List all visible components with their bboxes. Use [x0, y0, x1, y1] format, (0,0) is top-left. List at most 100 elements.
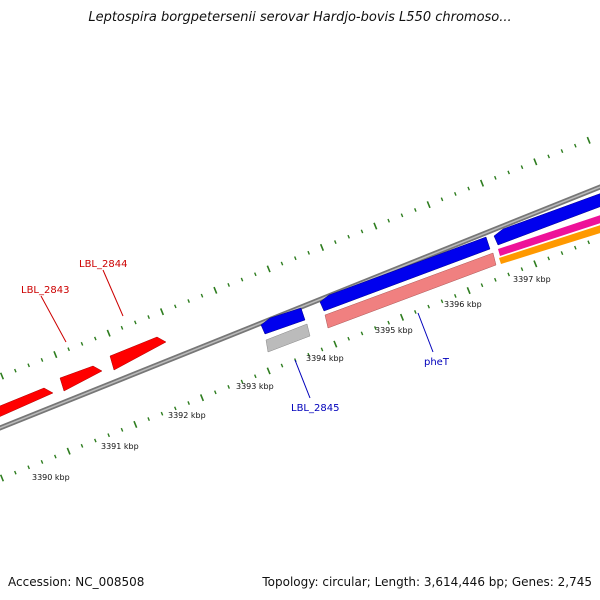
inner-tick-20	[266, 367, 271, 375]
outer-tick-3	[40, 358, 44, 362]
inner-tick-43	[574, 245, 577, 250]
inner-tick-24	[320, 347, 324, 352]
inner-tick-8	[107, 433, 110, 438]
outer-tick-10	[134, 320, 137, 325]
tick-label-3390: 3390 kbp	[32, 473, 70, 482]
outer-tick-33	[440, 197, 444, 202]
inner-tick-38	[507, 272, 510, 277]
inner-tick-16	[214, 390, 217, 395]
inner-tick-23	[307, 352, 310, 357]
inner-tick-32	[427, 304, 430, 309]
inner-tick-41	[547, 256, 550, 261]
outer-tick-42	[560, 149, 564, 153]
topology-summary: Topology: circular; Length: 3,614,446 bp…	[262, 575, 592, 589]
gene-label-group: LBL_2844 LBL_2843 LBL_2845 pheT	[21, 259, 450, 414]
inner-tick-4	[54, 454, 57, 459]
gene-blue-right[interactable]	[493, 190, 600, 246]
inner-tick-0	[0, 474, 5, 482]
outer-tick-17	[227, 283, 230, 287]
inner-tick-31	[414, 310, 417, 314]
inner-tick-18	[240, 379, 244, 384]
outer-tick-20	[266, 265, 271, 273]
inner-tick-12	[160, 411, 164, 416]
feature-orange[interactable]	[499, 222, 600, 264]
inner-tick-25	[333, 340, 338, 348]
inner-tick-9	[120, 427, 124, 432]
inner-tick-11	[147, 417, 150, 422]
outer-tick-13	[174, 304, 177, 309]
outer-tick-19	[254, 272, 257, 277]
outer-tick-26	[347, 234, 350, 239]
outer-tick-21	[280, 261, 284, 266]
inner-tick-33	[440, 299, 444, 304]
gene-lbl-2845-blue[interactable]	[260, 307, 306, 335]
inner-tick-34	[454, 293, 457, 298]
outer-tick-41	[547, 154, 550, 159]
outer-tick-18	[240, 277, 244, 282]
outer-tick-15	[200, 293, 204, 298]
inner-tick-6	[80, 443, 84, 448]
gene-phet[interactable]	[324, 252, 497, 329]
gene-phes[interactable]	[319, 236, 491, 312]
tick-label-3396: 3396 kbp	[444, 300, 482, 309]
outer-tick-25	[334, 240, 337, 245]
outer-tick-40	[533, 158, 538, 166]
inner-tick-2	[27, 465, 30, 470]
tick-label-3397: 3397 kbp	[513, 275, 551, 284]
outer-tick-30	[400, 213, 404, 218]
label-lbl-2843[interactable]: LBL_2843	[21, 285, 69, 296]
outer-tick-29	[387, 218, 390, 223]
outer-tick-14	[187, 299, 190, 303]
outer-tick-16	[213, 286, 218, 294]
outer-tick-9	[120, 325, 124, 330]
outer-tick-31	[414, 208, 417, 212]
inner-tick-19	[254, 374, 257, 379]
reverse-genes	[260, 190, 600, 335]
outer-tick-1	[14, 368, 17, 373]
outer-tick-6	[80, 341, 84, 346]
forward-genes	[0, 336, 167, 421]
outer-tick-37	[494, 175, 497, 180]
outer-tick-8	[106, 329, 111, 337]
outer-tick-2	[27, 363, 30, 368]
label-connectors	[40, 269, 434, 399]
gene-lbl-2843[interactable]	[59, 365, 103, 392]
inner-tick-42	[560, 251, 564, 255]
inner-tick-ring	[0, 234, 600, 482]
inner-tick-1	[14, 470, 17, 475]
inner-tick-29	[387, 320, 390, 325]
outer-tick-38	[507, 170, 510, 175]
inner-tick-17	[227, 385, 230, 389]
label-phet[interactable]: pheT	[424, 357, 450, 368]
outer-tick-32	[426, 201, 431, 209]
feature-magenta[interactable]	[498, 212, 600, 256]
outer-tick-34	[454, 191, 457, 196]
outer-tick-ring	[0, 136, 591, 380]
inner-tick-44	[587, 240, 590, 245]
label-lbl-2845[interactable]: LBL_2845	[291, 403, 339, 414]
outer-tick-5	[67, 347, 70, 352]
tick-label-3393: 3393 kbp	[236, 382, 274, 391]
inner-tick-13	[174, 406, 177, 411]
outer-tick-43	[574, 143, 577, 148]
tick-label-group: 3390 kbp 3391 kbp 3392 kbp 3393 kbp 3394…	[32, 275, 551, 482]
label-lbl-2844[interactable]: LBL_2844	[79, 259, 127, 270]
backbone	[0, 184, 600, 431]
inner-tick-37	[494, 277, 497, 282]
outer-tick-39	[520, 165, 524, 170]
outer-tick-24	[319, 243, 325, 252]
outer-tick-28	[373, 222, 378, 230]
map-title: Leptospira borgpetersenii serovar Hardjo…	[88, 10, 512, 25]
gene-lbl-2842[interactable]	[0, 387, 54, 421]
outer-tick-4	[53, 351, 58, 359]
outer-tick-22	[294, 256, 297, 261]
outer-tick-36	[479, 179, 485, 187]
inner-tick-21	[280, 363, 284, 368]
outer-tick-0	[0, 372, 5, 380]
gene-lbl-2845[interactable]	[265, 323, 311, 353]
gene-lbl-2844[interactable]	[109, 336, 167, 371]
accession-text: Accession: NC_008508	[8, 575, 145, 589]
tick-label-3394: 3394 kbp	[306, 354, 344, 363]
inner-tick-35	[466, 287, 471, 295]
